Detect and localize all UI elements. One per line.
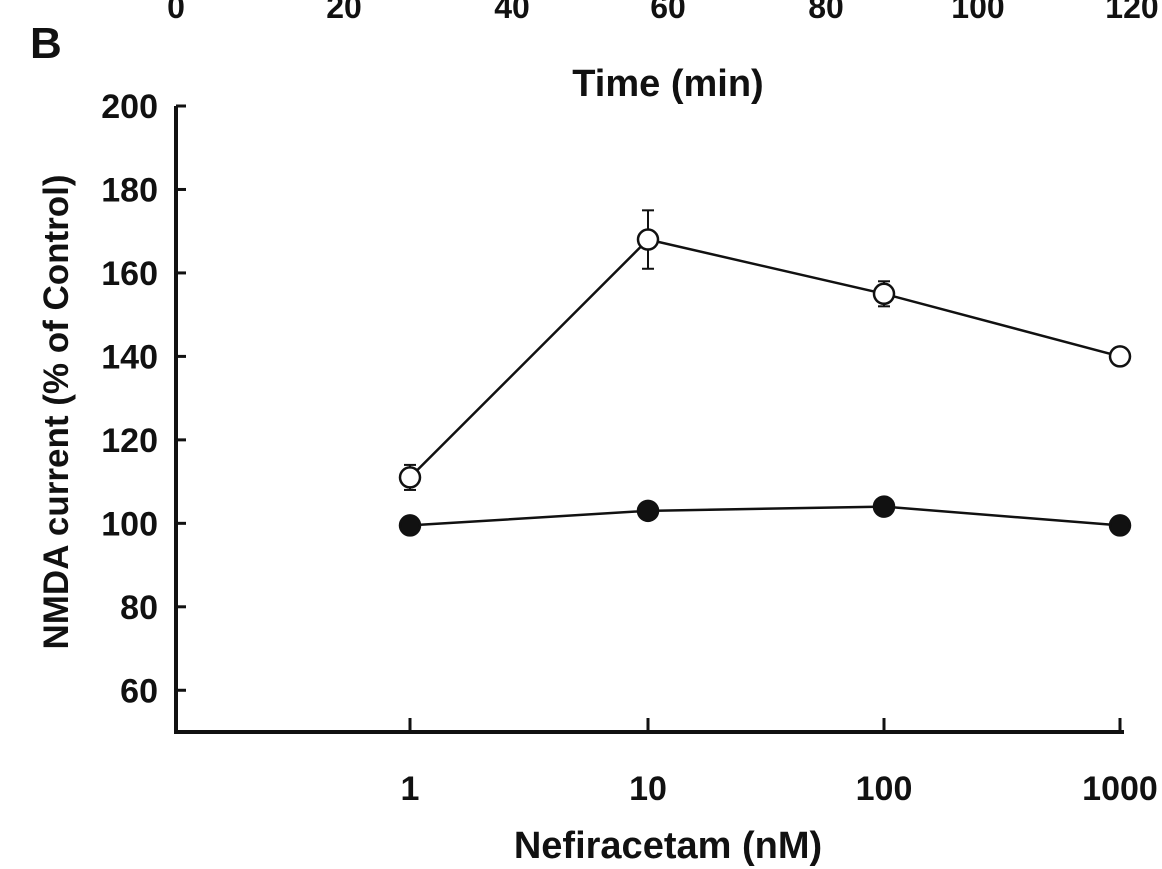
top-axis-tick-label: 40 [494,0,530,25]
y-axis-ticks: 60 80 100 120 140 160 180 200 [101,88,186,710]
data-point [636,499,660,523]
x-tick-label: 100 [856,770,913,808]
x-axis-label: Nefiracetam (nM) [514,825,822,867]
series-line [409,505,1121,527]
x-tick-label: 10 [629,770,667,808]
series-layer [398,209,1132,537]
y-axis-label: NMDA current (% of Control) [37,174,76,649]
top-axis-tick-label: 0 [167,0,185,25]
top-axis-tick-label: 80 [808,0,844,25]
x-tick-label: 1000 [1082,770,1158,808]
y-tick-label: 100 [101,505,158,543]
data-point [1108,345,1132,368]
series-open-circle [398,209,1132,491]
x-tick-label: 1 [401,770,420,808]
series-filled-circle [398,495,1132,537]
top-axis-tick-labels: 0 20 40 60 80 100 120 [167,0,1159,25]
y-tick-label: 120 [101,422,158,460]
y-tick-label: 140 [101,338,158,376]
axes [174,106,1124,734]
top-axis-tick-label: 100 [951,0,1004,25]
data-point [872,282,896,306]
y-tick-label: 60 [120,672,158,710]
series-line [409,238,1121,479]
top-axis-tick-label: 60 [650,0,686,25]
y-tick-label: 180 [101,171,158,209]
y-tick-label: 160 [101,255,158,293]
top-axis-tick-label: 120 [1105,0,1158,25]
top-axis-title: Time (min) [572,63,763,105]
top-axis-tick-label: 20 [326,0,362,25]
data-point [636,228,660,251]
y-tick-label: 80 [120,589,158,627]
data-point [1108,514,1132,537]
y-tick-label: 200 [101,88,158,126]
data-point [398,514,422,537]
x-axis-ticks: 1 10 100 1000 [401,718,1158,808]
data-point [398,466,422,489]
data-point [872,495,896,518]
panel-label: B [30,19,62,68]
